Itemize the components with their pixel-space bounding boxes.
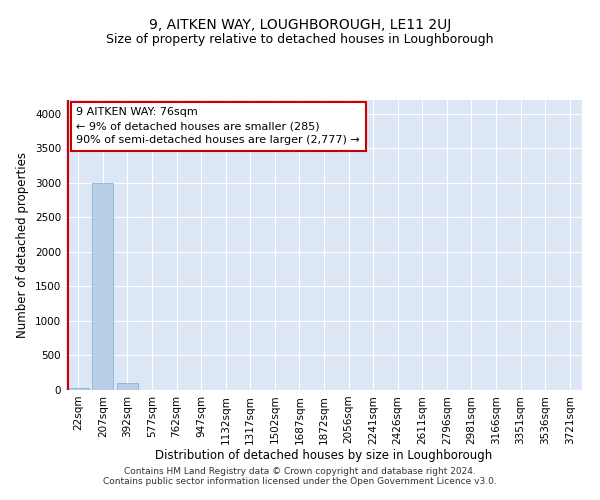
Bar — [68, 388, 89, 390]
Bar — [92, 183, 113, 390]
Text: 9, AITKEN WAY, LOUGHBOROUGH, LE11 2UJ: 9, AITKEN WAY, LOUGHBOROUGH, LE11 2UJ — [149, 18, 451, 32]
Text: Contains HM Land Registry data © Crown copyright and database right 2024.: Contains HM Land Registry data © Crown c… — [124, 467, 476, 476]
Text: 9 AITKEN WAY: 76sqm
← 9% of detached houses are smaller (285)
90% of semi-detach: 9 AITKEN WAY: 76sqm ← 9% of detached hou… — [76, 108, 360, 146]
X-axis label: Distribution of detached houses by size in Loughborough: Distribution of detached houses by size … — [155, 449, 493, 462]
Bar — [117, 383, 138, 390]
Y-axis label: Number of detached properties: Number of detached properties — [16, 152, 29, 338]
Text: Contains public sector information licensed under the Open Government Licence v3: Contains public sector information licen… — [103, 477, 497, 486]
Text: Size of property relative to detached houses in Loughborough: Size of property relative to detached ho… — [106, 32, 494, 46]
